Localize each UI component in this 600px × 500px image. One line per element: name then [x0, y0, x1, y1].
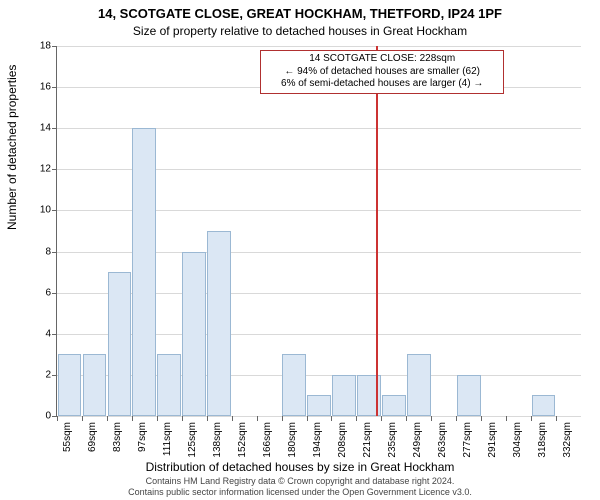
- xtick-mark: [481, 416, 482, 421]
- ytick-mark: [52, 46, 57, 47]
- xtick-label: 235sqm: [387, 422, 398, 458]
- xtick-label: 318sqm: [537, 422, 548, 458]
- footer-line-1: Contains HM Land Registry data © Crown c…: [146, 476, 455, 486]
- ytick-label: 6: [45, 287, 51, 298]
- histogram-bar: [58, 354, 82, 416]
- plot-area: 02468101214161855sqm69sqm83sqm97sqm111sq…: [56, 46, 581, 417]
- xtick-label: 152sqm: [237, 422, 248, 458]
- xtick-label: 69sqm: [87, 422, 98, 452]
- xtick-mark: [307, 416, 308, 421]
- xtick-mark: [257, 416, 258, 421]
- reference-line: [376, 46, 378, 416]
- chart-container: 14, SCOTGATE CLOSE, GREAT HOCKHAM, THETF…: [0, 0, 600, 500]
- footer-attribution: Contains HM Land Registry data © Crown c…: [0, 476, 600, 498]
- xtick-mark: [381, 416, 382, 421]
- xtick-mark: [82, 416, 83, 421]
- footer-line-2: Contains public sector information licen…: [128, 487, 472, 497]
- xtick-label: 55sqm: [62, 422, 73, 452]
- xtick-label: 263sqm: [437, 422, 448, 458]
- xtick-mark: [182, 416, 183, 421]
- ytick-label: 12: [40, 164, 51, 175]
- xtick-label: 166sqm: [262, 422, 273, 458]
- xtick-mark: [232, 416, 233, 421]
- xtick-label: 138sqm: [212, 422, 223, 458]
- gridline: [57, 416, 581, 417]
- ytick-label: 8: [45, 246, 51, 257]
- histogram-bar: [83, 354, 107, 416]
- histogram-bar: [108, 272, 132, 416]
- xtick-label: 83sqm: [112, 422, 123, 452]
- xtick-label: 111sqm: [162, 422, 173, 456]
- xtick-mark: [107, 416, 108, 421]
- ytick-mark: [52, 128, 57, 129]
- histogram-bar: [532, 395, 556, 416]
- histogram-bar: [332, 375, 356, 416]
- chart-title-main: 14, SCOTGATE CLOSE, GREAT HOCKHAM, THETF…: [0, 6, 600, 21]
- xtick-label: 249sqm: [412, 422, 423, 458]
- y-axis-label: Number of detached properties: [5, 65, 19, 230]
- xtick-label: 291sqm: [487, 422, 498, 458]
- histogram-bar: [182, 252, 206, 416]
- xtick-label: 208sqm: [337, 422, 348, 458]
- ytick-label: 2: [45, 369, 51, 380]
- xtick-mark: [556, 416, 557, 421]
- ytick-label: 14: [40, 123, 51, 134]
- xtick-mark: [431, 416, 432, 421]
- histogram-bar: [307, 395, 331, 416]
- xtick-label: 277sqm: [462, 422, 473, 458]
- xtick-label: 221sqm: [362, 422, 373, 458]
- xtick-label: 97sqm: [137, 422, 148, 452]
- histogram-bar: [457, 375, 481, 416]
- chart-title-sub: Size of property relative to detached ho…: [0, 24, 600, 38]
- gridline: [57, 46, 581, 47]
- xtick-mark: [531, 416, 532, 421]
- ytick-label: 0: [45, 411, 51, 422]
- xtick-mark: [132, 416, 133, 421]
- ytick-mark: [52, 293, 57, 294]
- xtick-mark: [57, 416, 58, 421]
- xtick-mark: [331, 416, 332, 421]
- xtick-label: 194sqm: [312, 422, 323, 458]
- histogram-bar: [282, 354, 306, 416]
- histogram-bar: [382, 395, 406, 416]
- ytick-label: 18: [40, 41, 51, 52]
- ytick-label: 16: [40, 82, 51, 93]
- histogram-bar: [157, 354, 181, 416]
- ytick-mark: [52, 169, 57, 170]
- xtick-mark: [157, 416, 158, 421]
- histogram-bar: [207, 231, 231, 416]
- xtick-mark: [506, 416, 507, 421]
- xtick-mark: [207, 416, 208, 421]
- xtick-label: 180sqm: [287, 422, 298, 458]
- xtick-mark: [356, 416, 357, 421]
- xtick-mark: [282, 416, 283, 421]
- xtick-mark: [456, 416, 457, 421]
- ytick-mark: [52, 210, 57, 211]
- xtick-label: 125sqm: [187, 422, 198, 458]
- xtick-label: 332sqm: [562, 422, 573, 458]
- ytick-label: 4: [45, 328, 51, 339]
- xtick-label: 304sqm: [512, 422, 523, 458]
- x-axis-label: Distribution of detached houses by size …: [0, 460, 600, 474]
- ytick-label: 10: [40, 205, 51, 216]
- ytick-mark: [52, 334, 57, 335]
- annotation-box: 14 SCOTGATE CLOSE: 228sqm← 94% of detach…: [260, 50, 504, 94]
- ytick-mark: [52, 87, 57, 88]
- histogram-bar: [132, 128, 156, 416]
- ytick-mark: [52, 375, 57, 376]
- xtick-mark: [406, 416, 407, 421]
- histogram-bar: [407, 354, 431, 416]
- ytick-mark: [52, 252, 57, 253]
